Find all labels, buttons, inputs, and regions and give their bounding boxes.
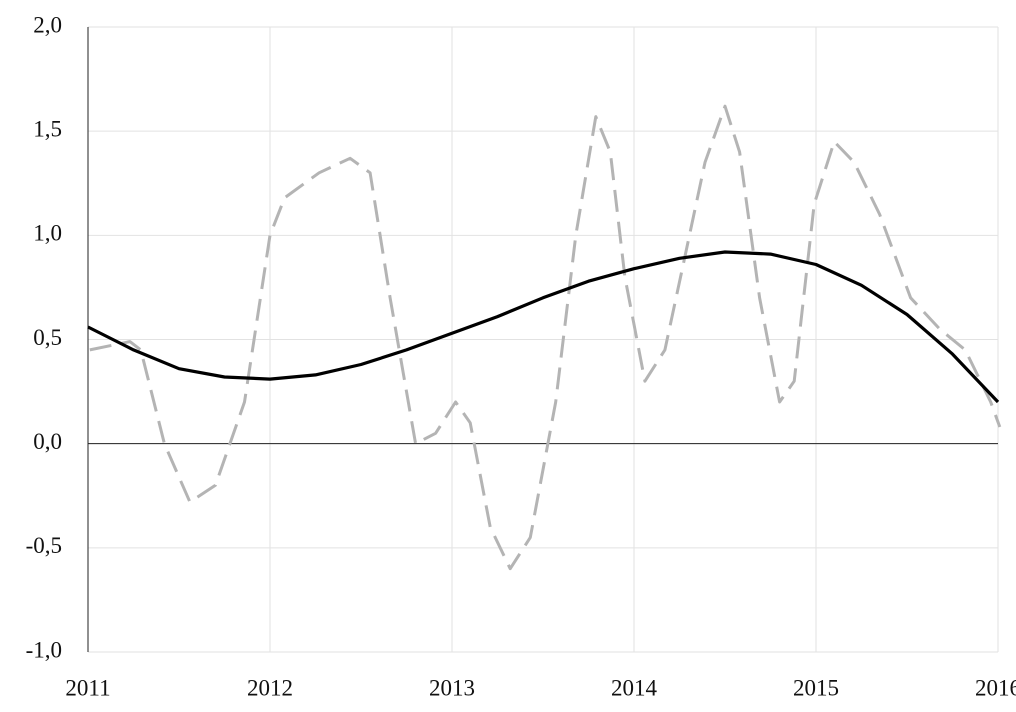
x-tick-label: 2011 <box>65 675 110 700</box>
y-tick-label: 2,0 <box>33 12 62 37</box>
x-tick-label: 2013 <box>429 675 475 700</box>
y-tick-label: 0,0 <box>33 429 62 454</box>
y-tick-label: 1,5 <box>33 116 62 141</box>
x-tick-label: 2015 <box>793 675 839 700</box>
line-series <box>89 104 1002 571</box>
y-tick-label: -1,0 <box>26 637 62 662</box>
y-tick-label: -0,5 <box>26 533 62 558</box>
y-tick-label: 1,0 <box>33 221 62 246</box>
x-tick-label: 2014 <box>611 675 658 700</box>
line-series <box>87 250 1000 404</box>
x-tick-label: 2012 <box>247 675 293 700</box>
y-tick-label: 0,5 <box>33 325 62 350</box>
x-tick-label: 2016 <box>975 675 1016 700</box>
